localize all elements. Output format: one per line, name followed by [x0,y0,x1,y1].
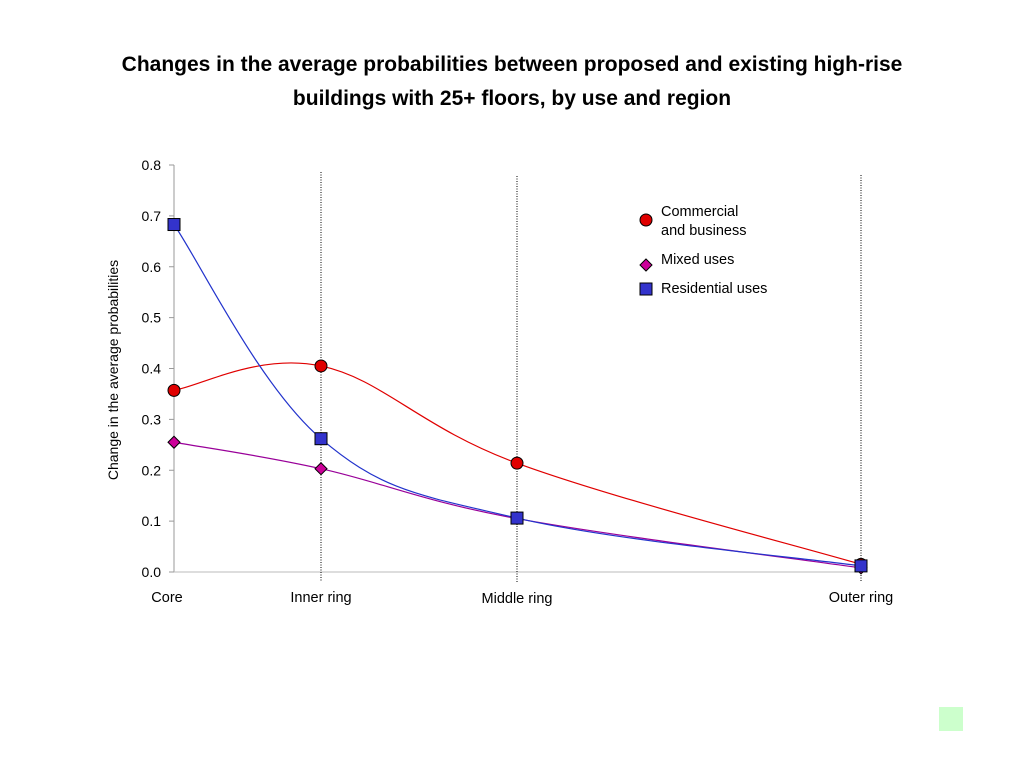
y-tick-label: 0.5 [142,310,162,326]
data-point-circle [510,456,524,470]
legend-label: Commercial [661,204,738,220]
y-tick-label: 0.0 [142,564,162,580]
legend-label: Mixed uses [661,252,734,268]
x-category-label: Outer ring [829,590,893,606]
data-point-square [167,218,181,232]
series-line-circle [173,362,862,565]
legend-marker-circle [639,213,653,227]
data-point-circle [167,383,181,397]
chart-title: Changes in the average probabilities bet… [62,48,962,116]
data-point-square [314,432,328,446]
legend-label: Residential uses [661,281,767,297]
series-lines [173,224,862,569]
y-tick-label: 0.2 [142,462,162,478]
y-tick-label: 0.3 [142,411,162,427]
y-axis-label: Change in the average probabilities [105,260,121,480]
legend-label: and business [661,223,746,239]
y-tick-label: 0.1 [142,513,162,529]
y-tick-label: 0.6 [142,259,162,275]
data-point-square [510,511,524,525]
y-tick-label: 0.8 [142,157,162,173]
legend-marker-square [639,282,653,296]
data-point-circle [314,359,328,373]
series-line-square [173,224,862,567]
x-category-label: Core [151,590,182,606]
x-category-label: Inner ring [290,590,351,606]
chart-title-line-1: Changes in the average probabilities bet… [121,53,903,76]
data-point-diamond [314,462,328,476]
series-markers [167,218,868,575]
slide-corner-marker [939,707,963,731]
y-tick-label: 0.7 [142,208,162,224]
region-divider-lines [320,172,862,582]
legend-marker-diamond [639,258,653,272]
chart-title-line-2: buildings with 25+ floors, by use and re… [292,87,732,110]
y-tick-label: 0.4 [142,361,162,377]
data-point-diamond [167,435,181,449]
chart-axes: 0.0 0.1 0.2 0.3 0.4 0.5 0.6 0.7 0.8 Core Inner rin… [142,157,894,607]
data-point-square [854,559,868,573]
x-category-label: Middle ring [482,591,553,607]
chart-legend: Commercial and business Mixed uses Resident… [639,204,767,297]
